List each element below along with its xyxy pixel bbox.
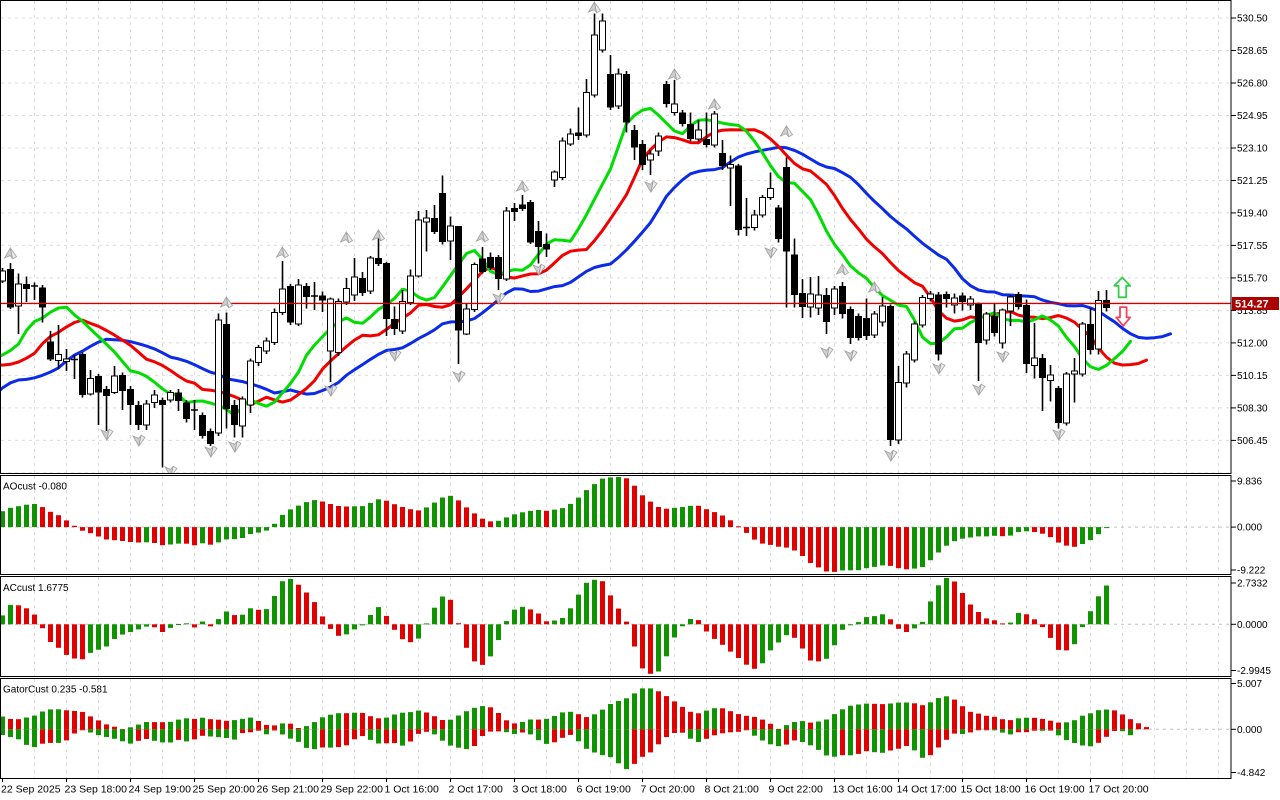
- svg-text:517.55: 517.55: [1237, 241, 1268, 252]
- svg-text:17 Oct 20:00: 17 Oct 20:00: [1089, 784, 1149, 796]
- svg-text:528.65: 528.65: [1237, 46, 1268, 57]
- svg-text:2 Oct 17:00: 2 Oct 17:00: [449, 784, 503, 796]
- svg-text:524.95: 524.95: [1237, 111, 1268, 122]
- svg-text:3 Oct 18:00: 3 Oct 18:00: [513, 784, 567, 796]
- svg-text:-4.842: -4.842: [1237, 768, 1266, 779]
- svg-text:7 Oct 20:00: 7 Oct 20:00: [641, 784, 695, 796]
- svg-text:8 Oct 21:00: 8 Oct 21:00: [705, 784, 759, 796]
- svg-text:523.10: 523.10: [1237, 144, 1268, 155]
- svg-text:530.50: 530.50: [1237, 14, 1268, 25]
- svg-text:5.007: 5.007: [1237, 679, 1262, 690]
- svg-text:16 Oct 19:00: 16 Oct 19:00: [1025, 784, 1085, 796]
- svg-text:14 Oct 17:00: 14 Oct 17:00: [897, 784, 957, 796]
- svg-text:1 Oct 16:00: 1 Oct 16:00: [385, 784, 439, 796]
- svg-text:0.000: 0.000: [1237, 523, 1262, 534]
- svg-text:24 Sep 19:00: 24 Sep 19:00: [129, 784, 192, 796]
- svg-text:526.80: 526.80: [1237, 79, 1268, 90]
- svg-text:513.85: 513.85: [1237, 306, 1268, 317]
- svg-text:515.70: 515.70: [1237, 273, 1268, 284]
- svg-text:514.27: 514.27: [1235, 299, 1269, 311]
- svg-text:GatorCust 0.235 -0.581: GatorCust 0.235 -0.581: [3, 685, 108, 696]
- svg-text:-2.9945: -2.9945: [1237, 666, 1271, 677]
- svg-text:510.15: 510.15: [1237, 371, 1268, 382]
- svg-text:13 Oct 16:00: 13 Oct 16:00: [833, 784, 893, 796]
- svg-text:23 Sep 18:00: 23 Sep 18:00: [65, 784, 128, 796]
- svg-text:521.25: 521.25: [1237, 176, 1268, 187]
- svg-text:6 Oct 19:00: 6 Oct 19:00: [577, 784, 631, 796]
- svg-text:0.0000: 0.0000: [1237, 620, 1268, 631]
- svg-text:508.30: 508.30: [1237, 403, 1268, 414]
- svg-text:22 Sep 2025: 22 Sep 2025: [1, 784, 61, 796]
- svg-text:9.836: 9.836: [1237, 477, 1262, 488]
- svg-text:2.7332: 2.7332: [1237, 579, 1268, 590]
- svg-text:512.00: 512.00: [1237, 338, 1268, 349]
- svg-text:15 Oct 18:00: 15 Oct 18:00: [961, 784, 1021, 796]
- svg-text:506.45: 506.45: [1237, 436, 1268, 447]
- svg-text:ACcust 1.6775: ACcust 1.6775: [3, 583, 69, 594]
- svg-text:26 Sep 21:00: 26 Sep 21:00: [257, 784, 320, 796]
- svg-text:9 Oct 22:00: 9 Oct 22:00: [769, 784, 823, 796]
- svg-text:0.000: 0.000: [1237, 725, 1262, 736]
- svg-text:25 Sep 20:00: 25 Sep 20:00: [193, 784, 256, 796]
- svg-text:519.40: 519.40: [1237, 208, 1268, 219]
- svg-text:AOcust -0.080: AOcust -0.080: [3, 482, 67, 493]
- svg-text:29 Sep 22:00: 29 Sep 22:00: [321, 784, 384, 796]
- svg-text:-9.222: -9.222: [1237, 566, 1266, 577]
